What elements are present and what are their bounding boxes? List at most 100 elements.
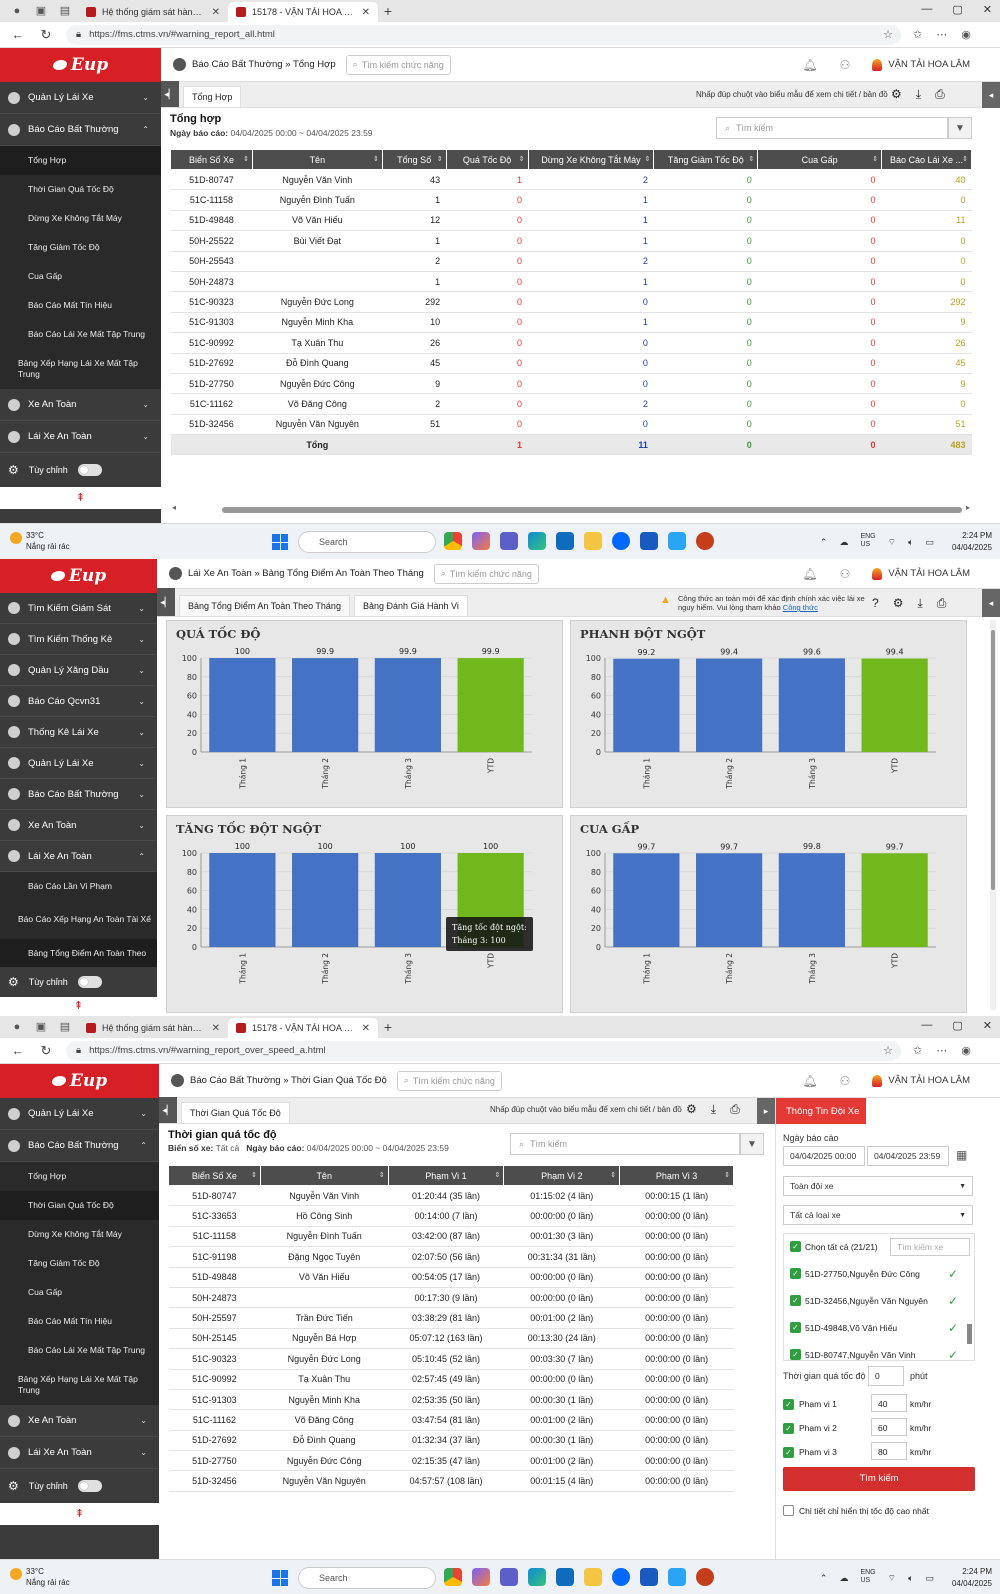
weather-widget[interactable]: 33°C Nắng rải rác [10, 1566, 70, 1588]
scrollbar-thumb[interactable] [991, 630, 995, 890]
column-header-cua-gap[interactable]: Cua Gấp ⇕ [757, 149, 883, 170]
sidebar-item-xe-an-toan[interactable]: Xe An Toàn ⌄ [0, 389, 161, 421]
windows-start-icon[interactable] [272, 1570, 288, 1586]
copilot-app-icon[interactable] [472, 532, 490, 550]
outlook-icon[interactable] [556, 532, 574, 550]
sidebar-item-thong-ke-lai-xe[interactable]: Thống Kê Lái Xe ⌄ [0, 717, 157, 748]
new-tab-button[interactable]: + [383, 3, 393, 19]
back-icon[interactable]: ← [11, 27, 25, 42]
sidebar-subitem-bao-cao-lan-vi-pham[interactable]: Báo Cáo Lần Vi Phạm [0, 872, 157, 900]
table-row[interactable]: 51C-11158 Nguyễn Đình Tuấn 1 0 1 0 0 0 [170, 189, 972, 211]
sidebar-subitem-thoi-gian-qua-toc-do[interactable]: Thời Gian Quá Tốc Độ [0, 1191, 159, 1220]
table-row[interactable]: 50H-24873 1 0 1 0 0 0 [170, 271, 972, 293]
table-row[interactable]: 51C-91303 Nguyễn Minh Kha 02:53:35 (50 lần… [168, 1389, 734, 1411]
sidebar-subitem-bang-xep-hang-lai-xe-mat-tap-trung[interactable]: Bảng Xếp Hạng Lái Xe Mất Tập Trung [0, 349, 161, 389]
copilot-icon[interactable]: ◉ [961, 1045, 971, 1057]
sort-icon[interactable]: ⇕ [724, 1172, 730, 1179]
home-icon[interactable] [173, 58, 186, 71]
company-brand[interactable]: VẬN TẢI HOA LÂM [872, 567, 970, 580]
sidebar-subitem-bao-cao-lai-xe-mat-tap-trung[interactable]: Báo Cáo Lái Xe Mất Tập Trung [0, 320, 161, 349]
table-row[interactable]: 51D-80747 Nguyễn Văn Vinh 01:20:44 (35 lần… [168, 1185, 734, 1207]
sidebar-subitem-bao-cao-lai-xe-mat-tap-trung[interactable]: Báo Cáo Lái Xe Mất Tập Trung [0, 1336, 159, 1365]
scroll-left-icon[interactable]: ◂ [172, 503, 177, 512]
teams-icon[interactable] [500, 532, 518, 550]
teams-icon[interactable] [500, 1568, 518, 1586]
checkbox-checked-icon[interactable]: ✓ [783, 1398, 794, 1410]
eup-logo[interactable]: Eup [0, 559, 157, 593]
file-explorer-icon[interactable] [584, 1568, 602, 1586]
search-button[interactable]: Tìm kiếm [783, 1467, 975, 1491]
sort-icon[interactable]: ⇕ [610, 1172, 617, 1179]
settings-icon[interactable]: ⚙ [892, 596, 904, 610]
sidebar-item-bao-cao-bat-thuong[interactable]: Báo Cáo Bất Thường ⌄ [0, 779, 157, 810]
sidebar-subitem-bang-tong-diem-an-toan-theo[interactable]: Bảng Tổng Điểm An Toàn Theo [0, 939, 157, 967]
tray-chevron-icon[interactable]: ⌃ [819, 1573, 828, 1583]
customize-toggle[interactable] [77, 1480, 102, 1492]
highest-speed-only-checkbox[interactable]: Chi tiết chỉ hiển thị tốc độ cao nhất [783, 1505, 929, 1516]
tab-behavior-evaluation[interactable]: Bảng Đánh Giá Hành Vi [353, 595, 468, 616]
close-tab-icon[interactable]: ✕ [361, 1022, 370, 1034]
reload-icon[interactable]: ↻ [40, 26, 52, 42]
volume-icon[interactable]: 🔈︎ [908, 537, 914, 547]
file-explorer-icon[interactable] [584, 532, 602, 550]
back-icon[interactable]: ← [11, 1043, 25, 1058]
wifi-icon[interactable]: ⌔ [887, 1573, 897, 1583]
sidebar-subitem-bao-cao-mat-tin-hieu[interactable]: Báo Cáo Mất Tín Hiệu [0, 1307, 159, 1336]
column-header-pham-vi-3[interactable]: Phạm Vi 3 ⇕ [619, 1165, 734, 1186]
table-row[interactable]: 51D-27692 Đỗ Đình Quang 01:32:34 (37 lần) 0… [168, 1430, 734, 1452]
table-row[interactable]: 51D-27750 Nguyễn Đức Công 9 0 0 0 0 9 [170, 373, 972, 395]
taskbar-search[interactable]: Search [298, 1567, 436, 1589]
table-row[interactable]: 51C-90992 Tạ Xuân Thu 02:57:45 (49 lần) 00:… [168, 1369, 734, 1390]
chrome-icon[interactable] [444, 532, 462, 550]
sidebar-item-quan-ly-xang-dau[interactable]: Quản Lý Xăng Dầu ⌄ [0, 655, 157, 686]
table-row[interactable]: 51D-80747 Nguyễn Văn Vinh 43 1 2 0 0 40 [170, 169, 972, 191]
sidebar-item-tim-kiem-thong-ke[interactable]: Tìm Kiếm Thống Kê ⌄ [0, 624, 157, 655]
scrollbar-thumb[interactable] [967, 1324, 972, 1344]
users-icon[interactable]: ⚇ [839, 1073, 851, 1088]
table-row[interactable]: 50H-25597 Trần Đức Tiến 03:38:29 (81 lần) 0… [168, 1307, 734, 1329]
tab-actions-icon[interactable]: ▤ [59, 1021, 71, 1033]
vehicle-search-input[interactable]: Tìm kiếm xe [890, 1238, 970, 1256]
checkbox-checked-icon[interactable]: ✓ [783, 1422, 794, 1434]
workspaces-icon[interactable]: ▣ [35, 5, 47, 17]
function-search-input[interactable]: ⌕ Tìm kiếm chức năng [345, 54, 451, 75]
sort-icon[interactable]: ⇕ [748, 156, 755, 163]
table-row[interactable]: 51C-90992 Tạ Xuân Thu 26 0 0 0 0 26 [170, 332, 972, 354]
table-row[interactable]: 51C-90323 Nguyễn Đức Long 292 0 0 0 0 292 [170, 291, 972, 313]
speed-range-input[interactable]: 80 [871, 1442, 907, 1460]
maximize-icon[interactable]: ▢ [952, 1020, 963, 1032]
column-header-bao-cao-lai-xe[interactable]: Báo Cáo Lái Xe ... ⇕ [881, 149, 972, 170]
sidebar-subitem-tong-hop[interactable]: Tổng Hợp [0, 146, 161, 175]
bell-icon[interactable]: 🔔︎ [802, 566, 818, 581]
bell-icon[interactable]: 🔔︎ [802, 1073, 818, 1088]
bell-icon[interactable]: 🔔︎ [802, 57, 818, 72]
edge-icon[interactable] [528, 1568, 546, 1586]
scroll-right-icon[interactable]: ▸ [965, 503, 970, 512]
fleet-info-header[interactable]: Thông Tin Đội Xe [776, 1098, 866, 1124]
close-window-icon[interactable]: ✕ [982, 4, 992, 16]
table-row[interactable]: 50H-25522 Bùi Viết Đạt 1 0 1 0 0 0 [170, 230, 972, 252]
settings-icon[interactable]: ⚙ [891, 87, 902, 101]
sidebar-item-lai-xe-an-toan[interactable]: Lái Xe An Toàn ⌄ [0, 421, 161, 453]
clock[interactable]: 2:24 PM 04/04/2025 [952, 1566, 992, 1590]
sidebar-subitem-bao-cao-mat-tin-hieu[interactable]: Báo Cáo Mất Tín Hiệu [0, 291, 161, 320]
sidebar-subitem-bang-xep-hang-lai-xe-mat-tap-trung[interactable]: Bảng Xếp Hạng Lái Xe Mất Tập Trung [0, 1365, 159, 1405]
date-to-input[interactable]: 04/04/2025 23:59 [867, 1146, 949, 1166]
table-row[interactable]: 51D-27692 Đỗ Đình Quang 45 0 0 0 0 45 [170, 353, 972, 374]
sidebar-item-bao-cao-bat-thuong[interactable]: Báo Cáo Bất Thường ⌃ [0, 1130, 159, 1162]
close-tab-icon[interactable]: ✕ [361, 6, 370, 18]
download-icon[interactable]: ⤓ [915, 87, 922, 101]
favorite-star-icon[interactable]: ☆ [883, 1044, 893, 1057]
browser-tab-2[interactable]: 15178 - VẬN TẢI HOA LÂM - v1.0 ✕ [228, 1018, 378, 1038]
table-search-input[interactable]: ⌕ Tìm kiếm [510, 1133, 740, 1155]
tab-summary[interactable]: Tổng Hợp [183, 86, 242, 107]
scroll-top-icon[interactable]: ⇞ [0, 997, 157, 1015]
sort-icon[interactable]: ⇕ [436, 156, 443, 163]
calendar-icon[interactable]: ▦ [956, 1148, 968, 1162]
word-icon[interactable] [640, 1568, 658, 1586]
scroll-top-icon[interactable]: ⇞ [0, 487, 161, 509]
download-icon[interactable]: ⤓ [710, 1102, 717, 1116]
minimize-icon[interactable]: — [921, 1019, 933, 1031]
sidebar-item-bao-cao-qcvn31[interactable]: Báo Cáo Qcvn31 ⌄ [0, 686, 157, 717]
vehicle-type-select[interactable]: Tất cả loại xe ▼ [783, 1205, 973, 1225]
